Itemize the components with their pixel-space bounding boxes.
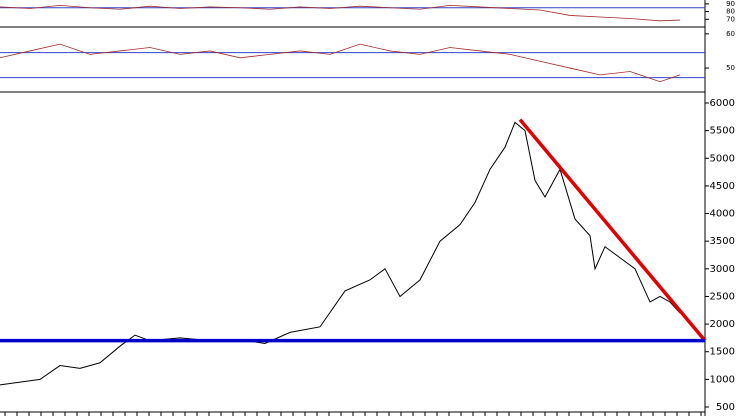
y-tick-label: 3500 xyxy=(710,236,735,247)
series-line xyxy=(0,121,681,386)
y-tick-label: 2000 xyxy=(710,319,735,330)
y-tick-label: 5000 xyxy=(710,153,735,164)
y-tick-label: 1000 xyxy=(710,374,735,385)
y-tick-label: 4500 xyxy=(710,181,735,192)
series-line xyxy=(0,4,681,22)
series-line xyxy=(518,118,707,342)
y-tick-label: 60 xyxy=(726,30,735,38)
y-tick-label: 50 xyxy=(726,64,735,72)
y-tick-label: 1500 xyxy=(710,347,735,358)
y-tick-label: 4000 xyxy=(710,209,735,220)
y-tick-label: 500 xyxy=(716,402,735,413)
y-tick-label: 90 xyxy=(726,0,735,8)
y-tick-label: 80 xyxy=(726,8,735,16)
y-tick-label: 2500 xyxy=(710,291,735,302)
y-tick-label: 70 xyxy=(726,15,735,23)
y-tick-label: 6000 xyxy=(710,98,735,109)
y-tick-label: 5500 xyxy=(710,126,735,137)
series-line xyxy=(0,43,681,83)
y-tick-label: 3000 xyxy=(710,264,735,275)
